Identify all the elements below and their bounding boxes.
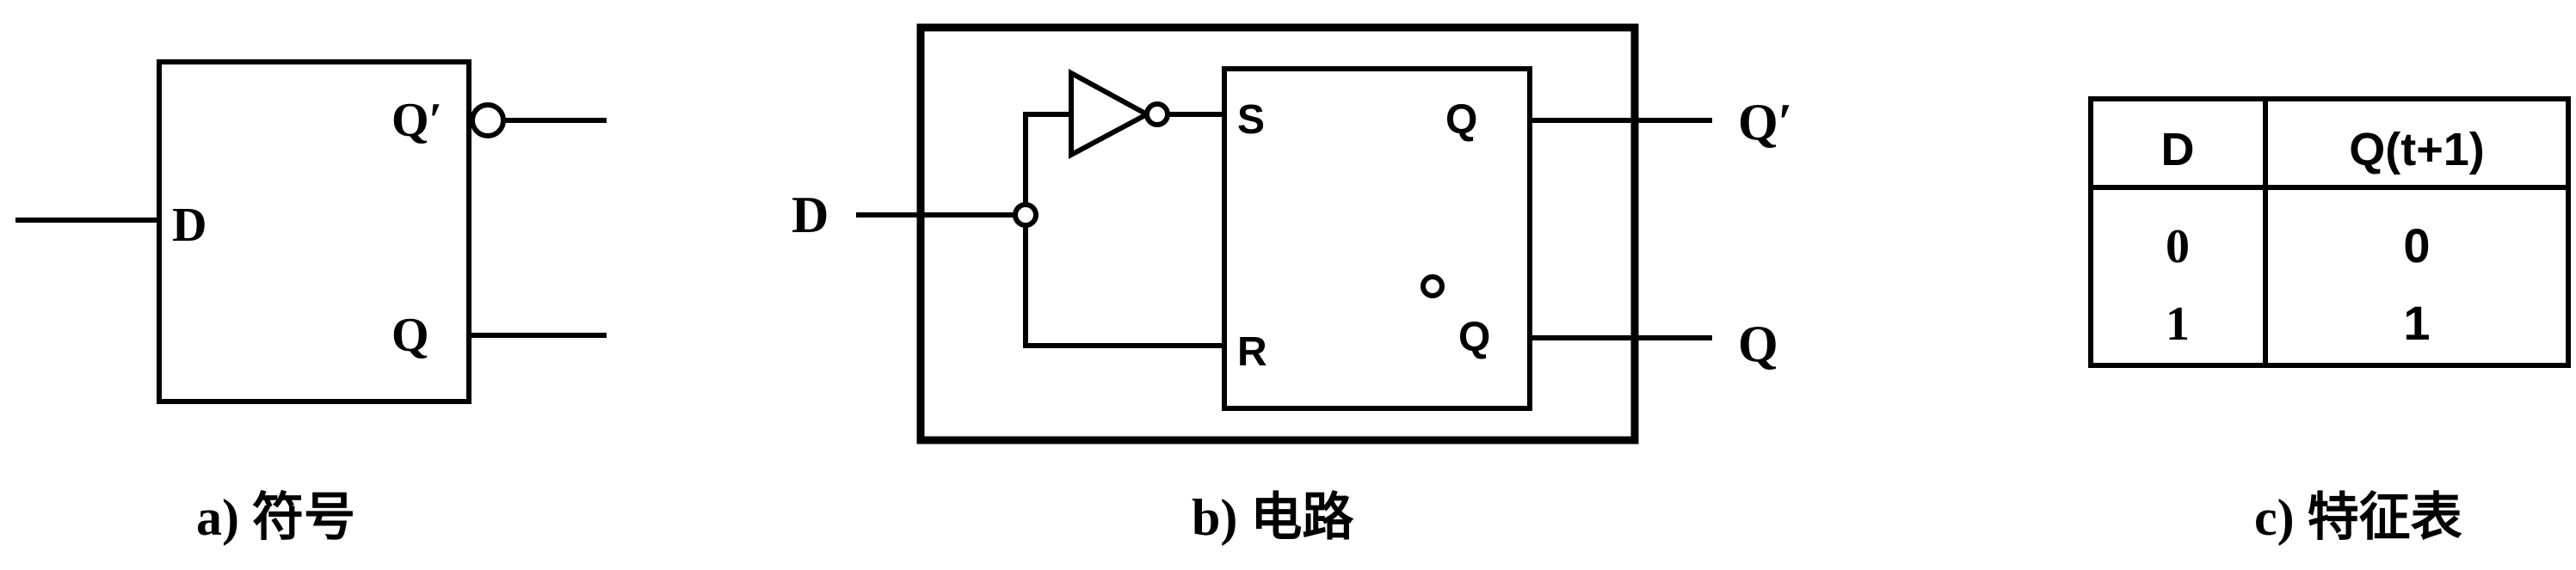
panel-c-table: D Q(t+1) 0 0 1 1 [2088,96,2571,368]
symbol-output-top-label: Q′ [391,94,442,147]
circuit-input-label: D [792,187,829,243]
sr-s-label: S [1237,97,1265,143]
sr-q-bottom-label: Q [1458,315,1490,360]
panel-a-symbol: D Q′ Q [15,59,607,404]
table-cell-d-1: 1 [2166,297,2190,351]
caption-b: b) 电路 [1192,489,1354,546]
sr-q-top-label: Q [1445,97,1477,143]
table-cell-q-1: 1 [2403,296,2430,350]
inverter-bubble [1144,101,1170,127]
circuit-upper-branch [1023,112,1071,205]
table-cell-d-0: 0 [2166,220,2190,273]
symbol-inversion-bubble [470,102,506,138]
circuit-lower-branch [1023,225,1224,348]
caption-a: a) 符号 [196,489,355,546]
circuit-output-top-label: Q′ [1738,94,1793,150]
caption-c: c) 特征表 [2254,489,2462,546]
table-cell-q-0: 0 [2403,218,2430,273]
table-border [2088,96,2571,368]
panel-b-circuit: D S R Q Q Q′ Q [792,23,1793,444]
inverter-triangle [1069,68,1153,160]
sr-latch-box [1222,66,1532,411]
sr-r-label: R [1237,329,1267,375]
table-header-q: Q(t+1) [2349,124,2485,175]
sr-small-circle [1420,274,1445,298]
circuit-output-bottom-label: Q [1738,316,1778,372]
table-header-d: D [2161,124,2195,175]
symbol-output-bottom-label: Q [391,309,429,362]
circuit-junction [1013,202,1038,228]
symbol-box [157,59,471,404]
symbol-input-label: D [172,199,206,252]
